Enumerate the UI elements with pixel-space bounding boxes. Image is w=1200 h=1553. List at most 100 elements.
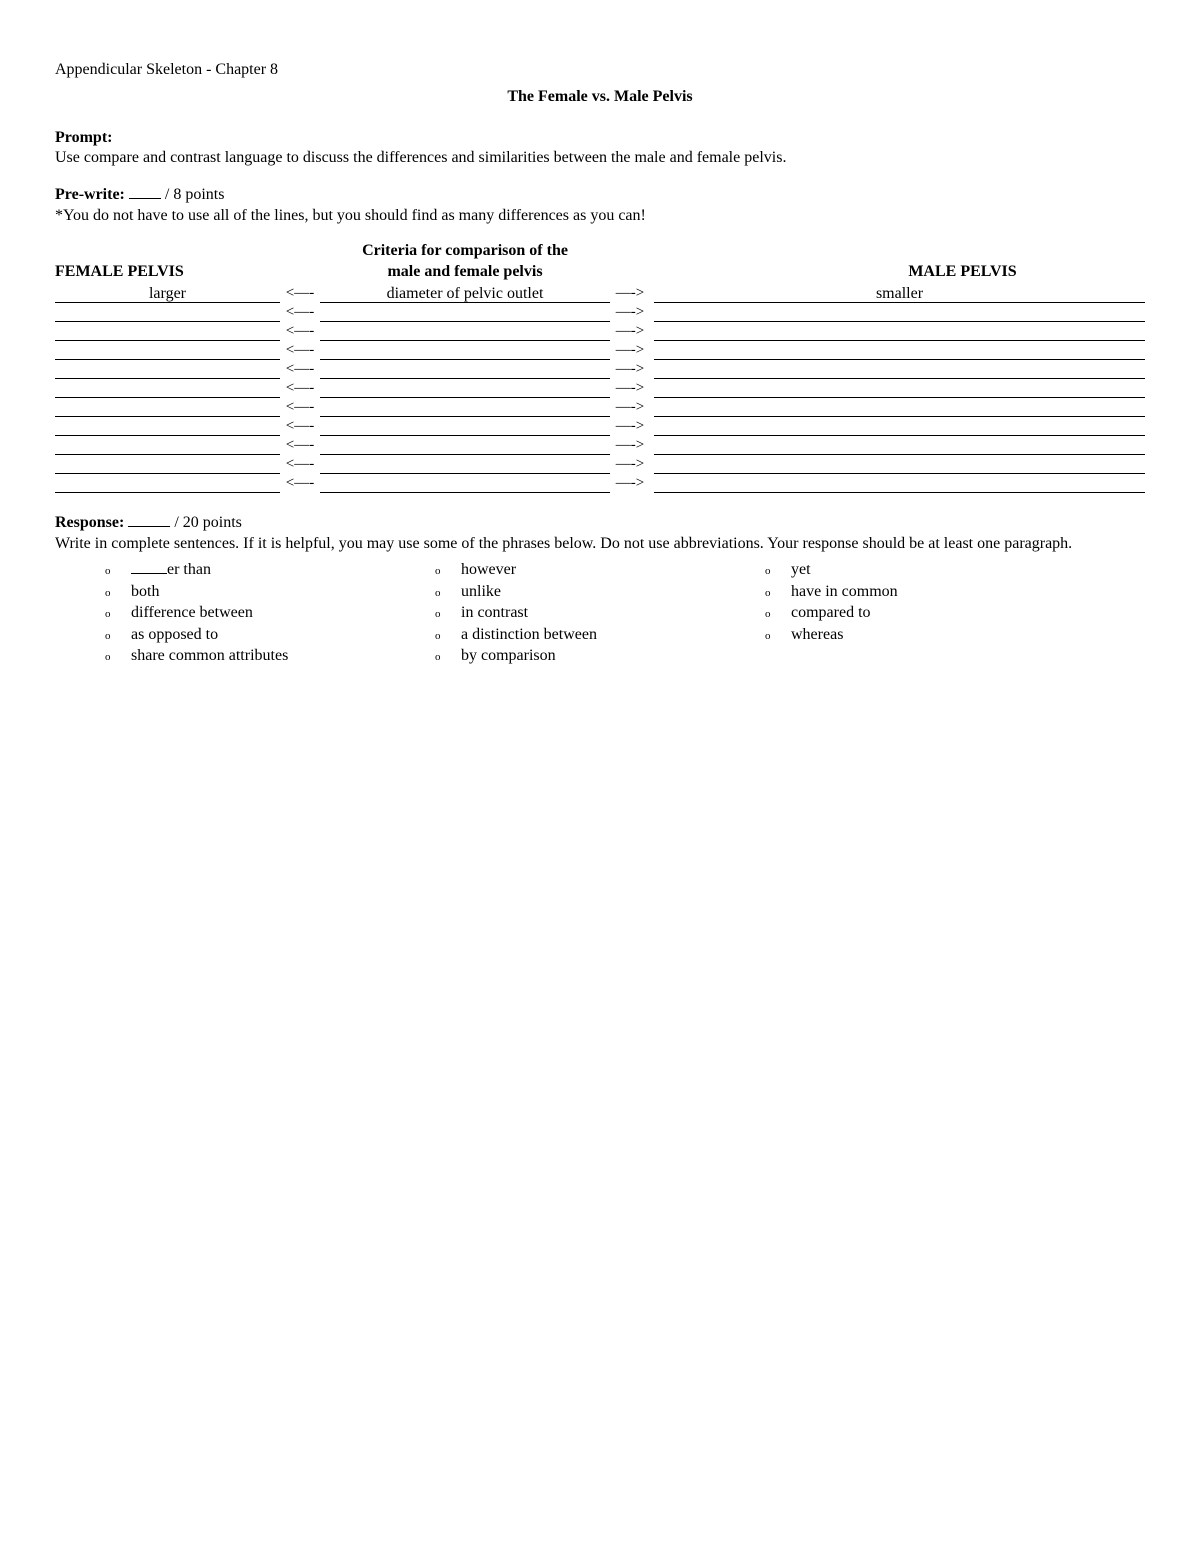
female-cell[interactable] [55, 341, 280, 360]
arrow-left-icon: <—- [280, 341, 320, 360]
page-title: The Female vs. Male Pelvis [55, 87, 1145, 108]
female-cell[interactable] [55, 398, 280, 417]
male-cell[interactable] [654, 322, 1145, 341]
female-cell[interactable] [55, 303, 280, 322]
arrow-right-icon: —-> [610, 379, 650, 398]
phrase-item: oby comparison [435, 645, 765, 667]
phrase-item: oboth [105, 581, 435, 603]
phrase-text: er than [131, 559, 211, 581]
criteria-cell[interactable] [320, 341, 610, 360]
bullet-icon: o [105, 564, 131, 579]
arrow-left-icon: <—- [280, 455, 320, 474]
table-row: <—- —-> [55, 417, 1145, 436]
arrow-right-icon: —-> [610, 417, 650, 436]
phrase-text: difference between [131, 602, 253, 624]
male-cell[interactable] [654, 436, 1145, 455]
female-cell[interactable] [55, 417, 280, 436]
phrase-item: ounlike [435, 581, 765, 603]
female-cell[interactable] [55, 322, 280, 341]
table-row: <—- —-> [55, 455, 1145, 474]
table-row: <—-—-> [55, 322, 1145, 341]
female-cell[interactable] [55, 474, 280, 493]
bullet-icon: o [105, 607, 131, 622]
male-cell[interactable] [654, 474, 1145, 493]
male-cell[interactable] [654, 303, 1145, 322]
phrase-item: odifference between [105, 602, 435, 624]
response-section: Response: / 20 points Write in complete … [55, 511, 1145, 667]
bullet-icon: o [765, 564, 791, 579]
criteria-cell[interactable] [320, 322, 610, 341]
male-cell[interactable] [654, 360, 1145, 379]
comparison-table: FEMALE PELVIS Criteria for comparison of… [55, 241, 1145, 494]
arrow-left-icon: <—- [280, 284, 320, 303]
arrow-left-icon: <—- [280, 474, 320, 493]
male-cell[interactable] [654, 417, 1145, 436]
arrow-left-icon: <—- [280, 360, 320, 379]
response-points: / 20 points [174, 514, 242, 531]
phrase-item: oin contrast [435, 602, 765, 624]
prewrite-score-blank[interactable] [129, 183, 161, 199]
chapter-heading: Appendicular Skeleton - Chapter 8 [55, 60, 1145, 81]
header-criteria-line2: male and female pelvis [387, 263, 542, 280]
criteria-cell[interactable] [320, 455, 610, 474]
prompt-label: Prompt: [55, 129, 112, 146]
prewrite-note: *You do not have to use all of the lines… [55, 207, 646, 224]
female-cell[interactable] [55, 436, 280, 455]
arrow-right-icon: —-> [610, 303, 650, 322]
male-cell[interactable]: smaller [654, 284, 1145, 303]
criteria-cell[interactable] [320, 303, 610, 322]
arrow-left-icon: <—- [280, 436, 320, 455]
phrase-text: whereas [791, 624, 843, 646]
arrow-right-icon: —-> [610, 455, 650, 474]
prewrite-section: Pre-write: / 8 points *You do not have t… [55, 183, 1145, 227]
phrase-text: share common attributes [131, 645, 288, 667]
bullet-icon: o [435, 564, 461, 579]
male-cell[interactable] [654, 455, 1145, 474]
phrase-item: ocompared to [765, 602, 1145, 624]
male-cell[interactable] [654, 341, 1145, 360]
arrow-right-icon: —-> [610, 474, 650, 493]
criteria-cell[interactable]: diameter of pelvic outlet [320, 284, 610, 303]
phrase-blank[interactable] [131, 560, 167, 574]
bullet-icon: o [765, 629, 791, 644]
arrow-right-icon: —-> [610, 341, 650, 360]
phrase-col-3: oyetohave in commonocompared toowhereas [765, 559, 1145, 667]
table-row: <—- —-> [55, 474, 1145, 493]
header-female: FEMALE PELVIS [55, 262, 280, 283]
response-score-blank[interactable] [128, 511, 170, 527]
arrow-left-icon: <—- [280, 417, 320, 436]
female-cell[interactable] [55, 379, 280, 398]
phrase-text: in contrast [461, 602, 528, 624]
phrase-item: ohowever [435, 559, 765, 581]
header-male: MALE PELVIS [650, 262, 1145, 283]
bullet-icon: o [435, 586, 461, 601]
female-cell[interactable] [55, 360, 280, 379]
phrase-item: ohave in common [765, 581, 1145, 603]
phrase-col-2: ohoweverounlikeoin contrastoa distinctio… [435, 559, 765, 667]
arrow-right-icon: —-> [610, 436, 650, 455]
phrase-text: as opposed to [131, 624, 218, 646]
arrow-right-icon: —-> [610, 360, 650, 379]
female-cell[interactable]: larger [55, 284, 280, 303]
phrase-text: yet [791, 559, 811, 581]
criteria-cell[interactable] [320, 379, 610, 398]
phrase-text: a distinction between [461, 624, 597, 646]
arrow-left-icon: <—- [280, 379, 320, 398]
male-cell[interactable] [654, 398, 1145, 417]
criteria-cell[interactable] [320, 398, 610, 417]
response-instructions: Write in complete sentences. If it is he… [55, 534, 1145, 555]
phrase-item: oshare common attributes [105, 645, 435, 667]
bullet-icon: o [105, 586, 131, 601]
table-row: <—- —-> [55, 341, 1145, 360]
phrase-text: however [461, 559, 516, 581]
male-cell[interactable] [654, 379, 1145, 398]
criteria-cell[interactable] [320, 360, 610, 379]
female-cell[interactable] [55, 455, 280, 474]
phrase-item: oyet [765, 559, 1145, 581]
arrow-left-icon: <—- [280, 398, 320, 417]
criteria-cell[interactable] [320, 417, 610, 436]
phrase-text: both [131, 581, 159, 603]
phrase-text: compared to [791, 602, 871, 624]
criteria-cell[interactable] [320, 474, 610, 493]
criteria-cell[interactable] [320, 436, 610, 455]
